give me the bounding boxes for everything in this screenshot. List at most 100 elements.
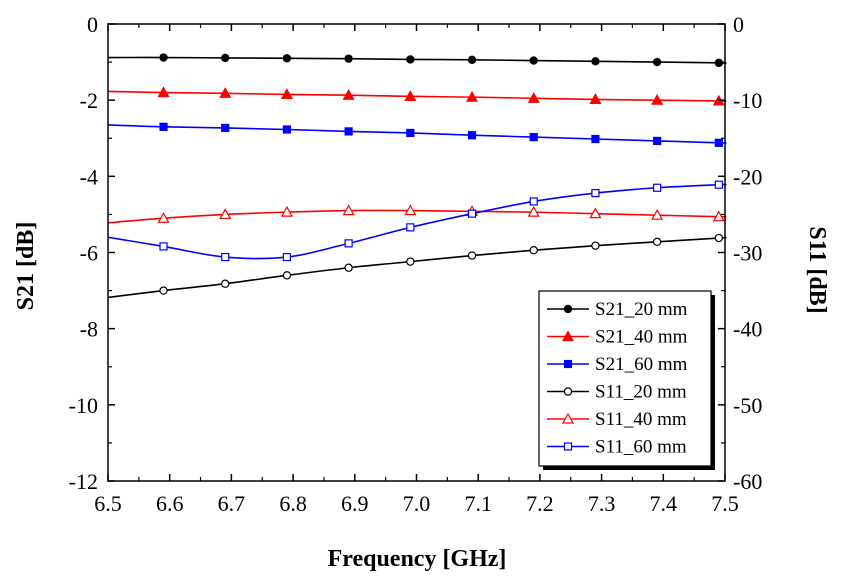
legend-label: S21_20 mm [595,299,688,320]
data-point-s11-60-mm [591,188,600,198]
legend-marker [563,442,573,451]
legend-box [538,290,712,467]
series-line-s21-60-mm [107,124,727,144]
data-point-s21-20-mm [529,56,538,65]
data-point-s21-20-mm [159,53,168,62]
data-point-s11-40-mm [219,208,232,220]
data-point-s11-20-mm [467,251,477,260]
data-point-s11-40-mm [280,205,293,217]
series-line-s11-40-mm [107,209,727,224]
y-left-tick-label: -4 [80,164,98,189]
data-point-s21-20-mm [221,53,230,63]
data-point-s21-40-mm [466,90,479,102]
series-s21-60-mm [107,122,727,147]
data-point-s11-40-mm [404,204,417,216]
data-point-s21-60-mm [591,134,600,144]
legend-marker [563,387,573,396]
data-point-s21-60-mm [653,136,662,146]
series-line-s21-20-mm [107,56,727,65]
y-right-tick-label: -10 [733,88,762,113]
data-point-s21-60-mm [467,131,477,140]
x-tick-label: 7.2 [526,491,554,516]
data-point-s11-60-mm [282,252,292,262]
data-point-s11-40-mm [157,211,170,223]
data-point-s11-20-mm [591,241,600,250]
y-right-tick-label: 0 [733,12,744,37]
x-tick-label: 7.1 [464,491,492,516]
series-s11-60-mm [107,180,727,262]
data-point-s21-20-mm [467,55,477,64]
series-s21-40-mm [107,86,727,106]
data-point-s21-40-mm [589,93,602,105]
series-s21-20-mm [107,53,727,68]
y-right-tick-label: -30 [733,241,762,266]
series-s11-40-mm [107,204,727,224]
series-line-s11-60-mm [107,183,727,260]
x-tick-label: 7.0 [403,491,431,516]
data-point-s21-20-mm [714,58,724,68]
data-point-s11-40-mm [527,205,540,217]
series-s11-20-mm [107,233,727,299]
legend-marker [563,359,573,369]
data-point-s11-20-mm [406,257,415,266]
x-tick-label: 6.7 [218,491,246,516]
data-point-s21-60-mm [529,133,538,142]
data-point-s11-20-mm [714,233,724,243]
series-line-s21-40-mm [107,90,727,103]
data-point-s11-60-mm [714,180,723,189]
data-point-s11-40-mm [651,208,664,220]
data-point-s21-60-mm [714,138,723,147]
data-point-s21-20-mm [344,54,353,63]
data-point-s11-20-mm [282,271,292,280]
y-left-tick-label: -12 [69,469,98,494]
data-point-s21-40-mm [280,88,293,100]
data-point-s11-60-mm [344,239,353,248]
legend: S21_20 mm S21_40 mm S21_60 mm S11_20 mm S11_… [538,290,715,470]
y-axis-left-title: S21 [dB] [13,222,39,311]
plot-layer [107,53,727,299]
data-point-s21-20-mm [282,54,292,63]
y-right-tick-label: -40 [733,317,762,342]
series-line-s11-20-mm [107,236,727,299]
x-tick-label: 7.5 [711,491,739,516]
data-point-s21-20-mm [652,57,662,67]
data-point-s11-60-mm [653,183,662,192]
legend-label: S21_40 mm [595,327,688,348]
legend-label: S11_20 mm [595,382,687,403]
data-point-s21-40-mm [527,92,540,103]
y-right-tick-label: -50 [733,393,762,418]
data-point-s11-40-mm [589,207,602,219]
data-point-s21-40-mm [342,88,355,100]
data-point-s11-20-mm [221,279,230,288]
y-right-tick-label: -60 [733,469,762,494]
data-point-s21-20-mm [591,57,600,66]
x-axis-title: Frequency [GHz] [328,546,507,572]
x-tick-label: 6.8 [279,491,307,516]
data-point-s11-20-mm [529,246,538,255]
y-left-tick-label: -2 [80,88,98,113]
axes-layer: 6.5 6.6 6.7 6.8 6.9 7.0 7.1 7.2 7.3 7.4 7.5 0 -2 -4 -6… [69,12,763,516]
x-tick-label: 7.3 [588,491,616,516]
data-point-s21-60-mm [344,127,353,136]
data-point-s11-60-mm [467,209,477,218]
x-tick-label: 7.4 [650,491,678,516]
data-point-s11-60-mm [221,252,230,262]
legend-label: S11_40 mm [595,409,687,430]
y-right-tick-label: -20 [733,164,762,189]
data-point-s21-40-mm [157,86,170,98]
data-point-s21-60-mm [282,125,292,134]
data-point-s11-40-mm [342,204,355,216]
y-left-tick-label: -10 [69,393,98,418]
data-point-s11-60-mm [529,197,538,206]
y-left-tick-label: -8 [80,317,98,342]
data-point-s21-60-mm [159,122,168,131]
x-tick-label: 6.9 [341,491,369,516]
data-point-s21-40-mm [651,93,664,105]
data-point-s11-20-mm [344,263,353,272]
legend-marker [563,304,573,314]
data-point-s11-20-mm [159,286,168,295]
data-point-s11-60-mm [406,223,415,232]
legend-label: S11_60 mm [595,437,687,458]
data-point-s21-20-mm [406,55,415,64]
